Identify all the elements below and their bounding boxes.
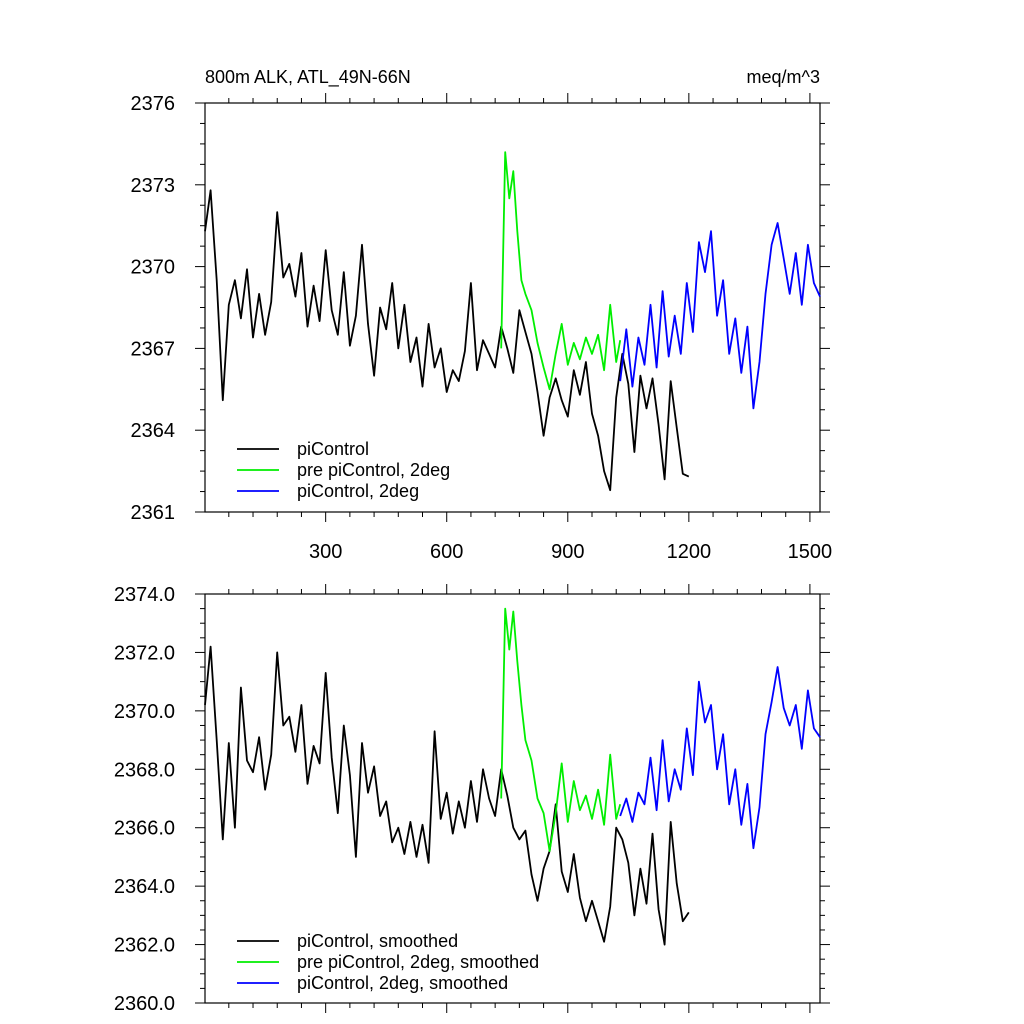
x-tick-label: 600 <box>430 541 463 563</box>
y-tick-label: 2368.0 <box>114 759 175 781</box>
y-tick-label: 2366.0 <box>114 818 175 840</box>
y-tick-label: 2362.0 <box>114 935 175 957</box>
legend-label-3: piControl, 2deg <box>297 481 419 501</box>
x-tick-label: 300 <box>309 541 342 563</box>
y-tick-label: 2364 <box>131 420 176 442</box>
y-tick-label: 2360.0 <box>114 993 175 1015</box>
series-line-1 <box>204 189 690 492</box>
series-line-1 <box>204 645 690 946</box>
top-plot-area: 2361 2364 2367 2370 2373 2376 300 600 900 1200 150… <box>131 93 833 563</box>
y-tick-label: 2372.0 <box>114 642 175 664</box>
y-tick-label: 2361 <box>131 502 176 524</box>
x-tick-label: 900 <box>551 541 584 563</box>
y-tick-label: 2376 <box>131 93 176 115</box>
y-tick-label: 2373 <box>131 175 176 197</box>
top-panel: 800m ALK, ATL_49N-66N meq/m^3 2361236423… <box>131 67 833 563</box>
top-panel-title: 800m ALK, ATL_49N-66N <box>205 67 411 88</box>
series-line-2 <box>500 607 622 852</box>
x-tick-label: 1200 <box>667 541 712 563</box>
legend-label-1: piControl <box>297 439 369 459</box>
top-panel-unit-label: meq/m^3 <box>747 67 820 87</box>
y-tick-label: 2370 <box>131 257 176 279</box>
y-tick-label: 2370.0 <box>114 701 175 723</box>
y-tick-label: 2367 <box>131 338 176 360</box>
x-tick-label: 1500 <box>788 541 833 563</box>
series-line-2 <box>500 151 622 391</box>
bottom-plot-area: 2360.0 2362.0 2364.0 2366.0 2368.0 2370.0 2372… <box>114 584 830 1015</box>
bottom-panel: 2360.0 2362.0 2364.0 2366.0 2368.0 2370.0 2372… <box>114 584 830 1015</box>
y-tick-label: 2364.0 <box>114 876 175 898</box>
y-tick-label: 2374.0 <box>114 584 175 606</box>
legend-label-3: piControl, 2deg, smoothed <box>297 973 508 993</box>
legend-label-1: piControl, smoothed <box>297 931 458 951</box>
legend-label-2: pre piControl, 2deg <box>297 460 450 480</box>
series-line-3 <box>619 666 821 850</box>
legend-label-2: pre piControl, 2deg, smoothed <box>297 952 539 972</box>
series-line-3 <box>619 222 821 410</box>
